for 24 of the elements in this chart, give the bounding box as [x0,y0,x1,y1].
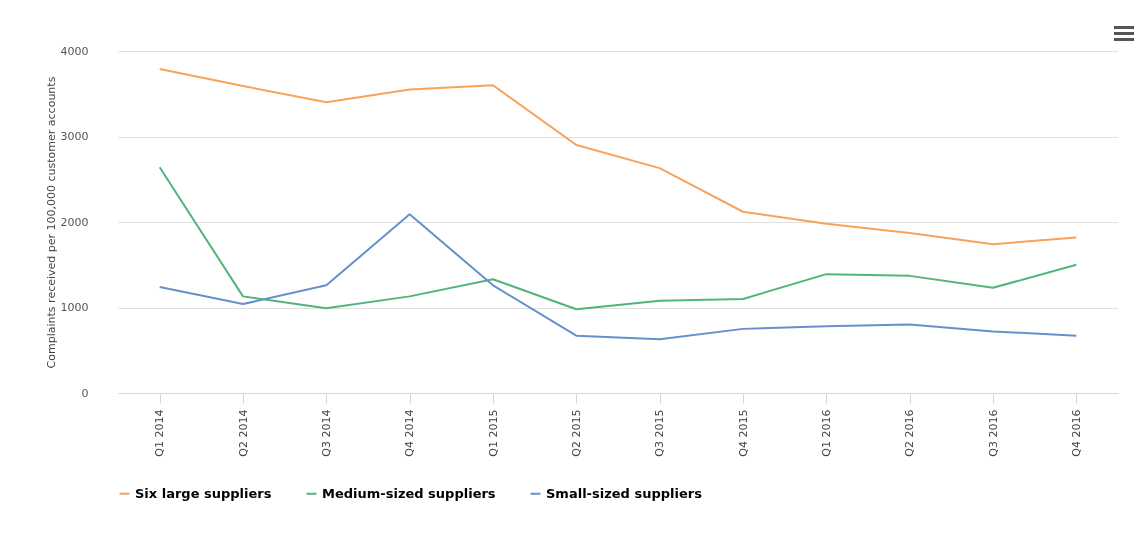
legend-label: Medium-sized suppliers [322,485,496,501]
x-tick-label: Q3 2015 [653,409,667,457]
x-tick-label: Q3 2016 [986,409,1000,457]
legend-label: Six large suppliers [135,485,272,501]
x-tick-label: Q4 2015 [736,409,750,457]
y-axis-title: Complaints received per 100,000 customer accounts [44,76,58,369]
x-tick-label: Q1 2016 [819,409,833,457]
y-tick-label: 1000 [60,301,89,314]
y-tick-label: 4000 [60,44,89,58]
line-series [158,213,1078,341]
legend-label: Small-sized suppliers [546,485,703,501]
line-series [158,67,1078,246]
x-tick-label: Q2 2016 [903,409,917,457]
line-series [158,166,1078,311]
x-tick-label: Q2 2014 [236,409,250,457]
x-tick-label: Q1 2014 [153,409,167,457]
x-tick-label: Q4 2014 [403,409,417,457]
x-tick-label: Q2 2015 [569,409,583,457]
y-tick-label: 3000 [60,130,89,143]
x-tick-label: Q3 2014 [319,409,333,457]
y-tick-label: 0 [81,386,89,400]
x-tick-label: Q4 2016 [1069,409,1083,457]
x-tick-label: Q1 2015 [486,409,500,457]
y-tick-label: 2000 [60,215,89,229]
